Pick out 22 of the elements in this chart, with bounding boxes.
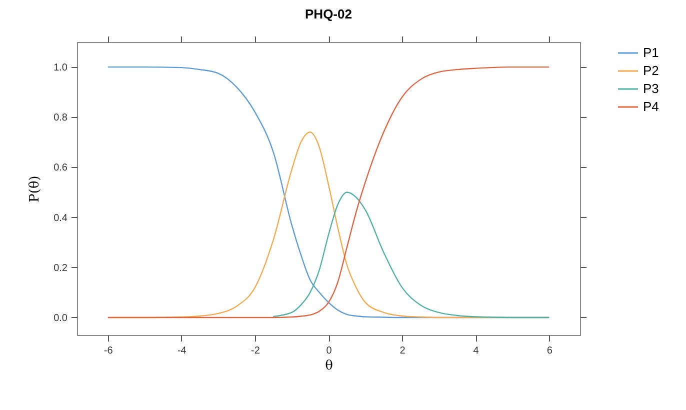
x-tick-label: 4: [473, 346, 480, 356]
chart-title: PHQ-02: [305, 6, 352, 22]
legend-label: P3: [643, 81, 659, 96]
line-series: [107, 66, 550, 318]
legend-label: P2: [643, 63, 659, 78]
legend-label: P1: [643, 45, 659, 60]
y-tick-label: 0.8: [54, 112, 68, 124]
x-tick-label: -6: [104, 346, 114, 356]
x-tick-label: -2: [251, 346, 260, 356]
y-tick-label: 0.2: [54, 262, 68, 274]
y-axis-title: P(θ): [28, 176, 43, 202]
x-tick-label: 2: [400, 346, 406, 356]
y-tick-label: 0.4: [54, 212, 68, 224]
y-tick-label: 1.0: [54, 62, 68, 74]
x-tick-label: 6: [546, 346, 553, 356]
line-series: [272, 192, 550, 318]
x-tick-label: -4: [177, 346, 187, 356]
y-tick-label: 0.6: [54, 162, 68, 174]
y-tick-label: 0.0: [54, 312, 68, 324]
x-axis-title: θ: [325, 358, 334, 374]
x-tick-label: 0: [326, 346, 332, 356]
legend-label: P4: [643, 99, 659, 114]
